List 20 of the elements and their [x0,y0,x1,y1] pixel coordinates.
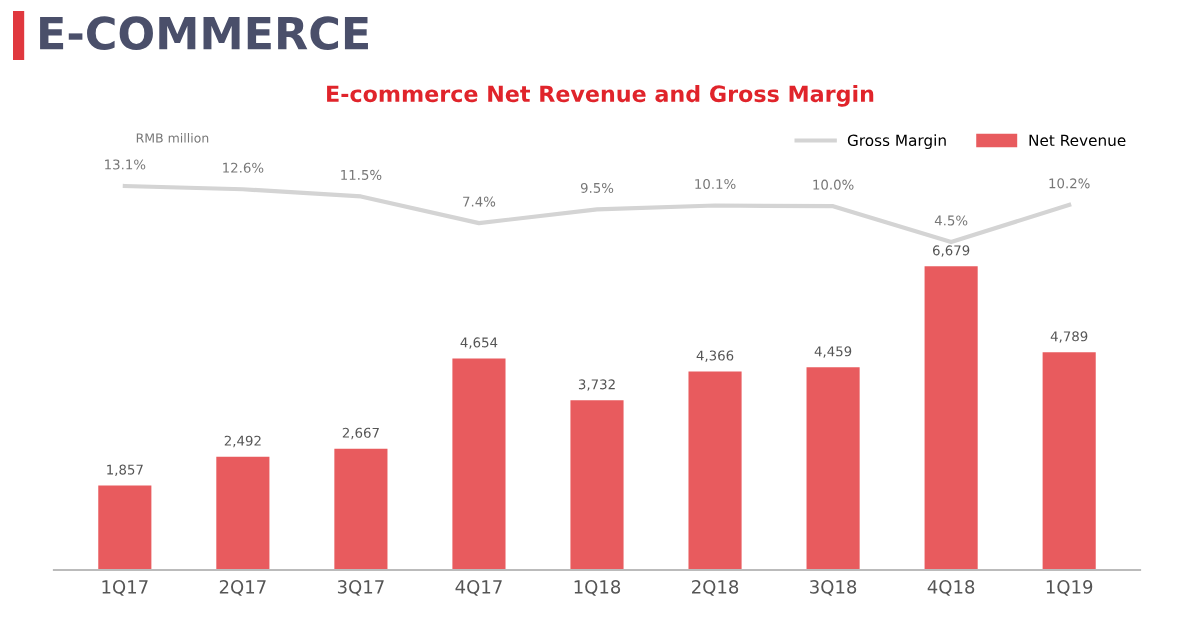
bar [806,367,860,570]
x-tick-label: 3Q17 [337,580,384,596]
x-tick-label: 2Q17 [219,580,266,596]
bar [452,358,506,570]
chart-title: E-COMMERCE [40,16,368,50]
x-tick-label: 4Q18 [927,580,975,596]
x-tick-label: 3Q18 [810,580,857,596]
bar [570,400,624,570]
x-tick-label: 1Q17 [102,580,148,596]
x-tick-label: 2Q18 [692,580,739,596]
bar [688,371,742,570]
bar [98,485,152,570]
bar [924,266,978,570]
x-tick-label: 1Q18 [574,580,621,596]
x-tick-label: 4Q17 [455,580,502,596]
bar [216,456,270,570]
bar [334,448,388,570]
x-tick-label: 1Q19 [1046,580,1093,596]
bar [1042,352,1096,570]
chart-subtitle: E-commerce Net Revenue and Gross Margin [327,84,874,107]
